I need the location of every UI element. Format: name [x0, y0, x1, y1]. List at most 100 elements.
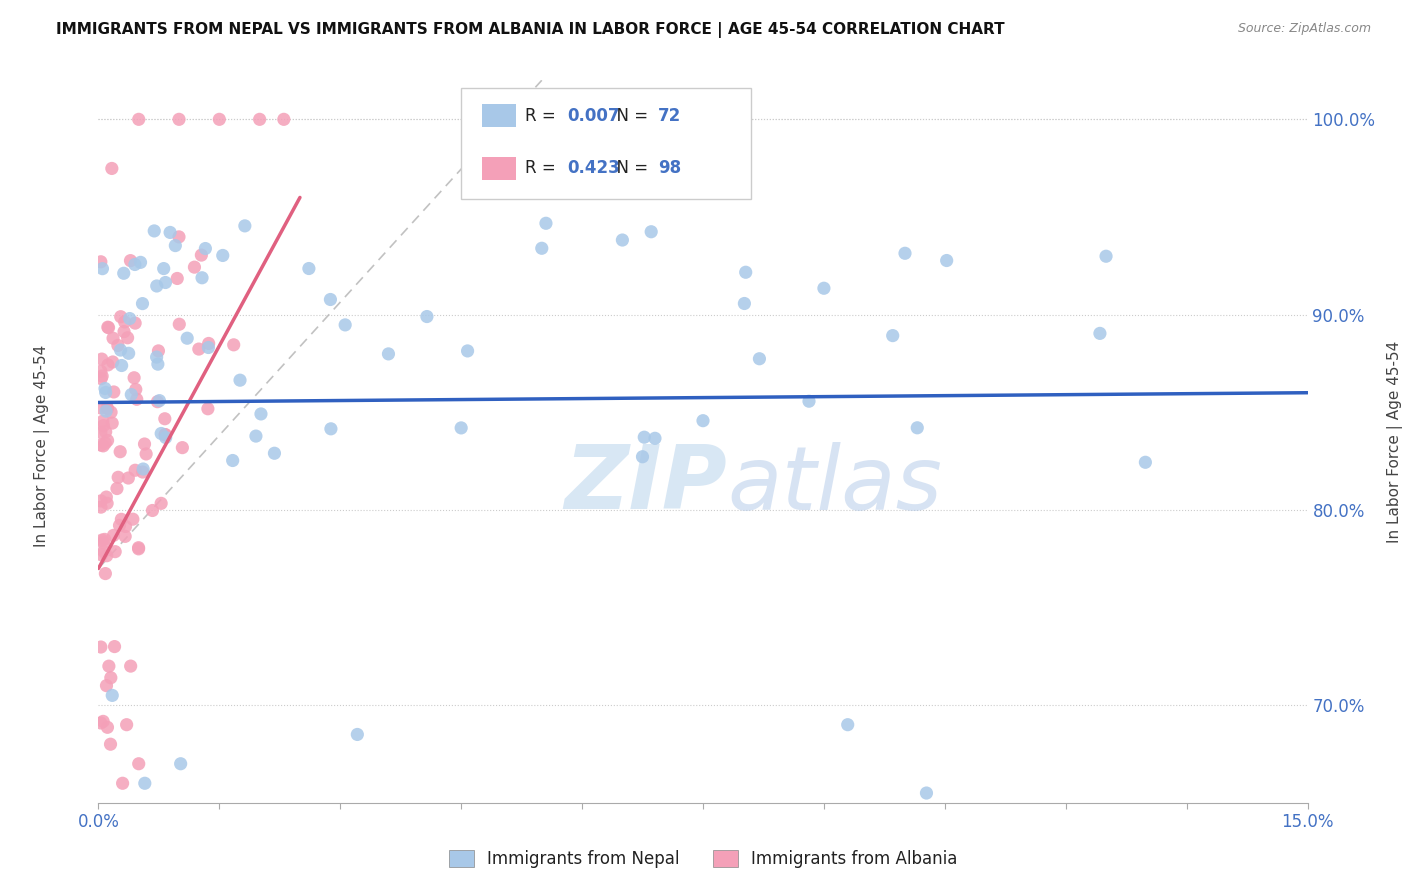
- Point: [90, 364, 112, 378]
- Text: 98: 98: [658, 160, 682, 178]
- Point: [94, 382, 117, 396]
- Point: [94, 425, 117, 439]
- Point: [222, 338, 245, 352]
- Point: [128, 541, 150, 555]
- Point: [245, 429, 267, 443]
- Point: [90, 254, 112, 268]
- Text: In Labor Force | Age 45-54: In Labor Force | Age 45-54: [34, 345, 51, 547]
- Point: [101, 161, 124, 176]
- Point: [211, 248, 233, 262]
- Point: [128, 756, 150, 771]
- Text: 0.007: 0.007: [568, 107, 620, 125]
- Point: [905, 421, 928, 435]
- Point: [165, 238, 187, 252]
- Point: [416, 310, 439, 324]
- Point: [91, 414, 114, 428]
- Point: [319, 293, 342, 307]
- Point: [450, 421, 472, 435]
- Point: [612, 233, 634, 247]
- Text: 0.423: 0.423: [568, 160, 620, 178]
- Point: [90, 640, 112, 654]
- Point: [90, 425, 112, 440]
- Point: [97, 358, 120, 372]
- Point: [120, 253, 142, 268]
- Point: [134, 437, 156, 451]
- Point: [93, 418, 115, 433]
- Point: [148, 343, 170, 358]
- Point: [118, 311, 141, 326]
- Point: [644, 431, 666, 445]
- Point: [166, 271, 188, 285]
- Point: [152, 261, 174, 276]
- Point: [101, 355, 124, 369]
- Point: [100, 737, 122, 751]
- Point: [150, 496, 173, 510]
- Point: [250, 407, 273, 421]
- Point: [117, 471, 139, 485]
- Point: [155, 427, 177, 442]
- Point: [114, 529, 136, 543]
- Point: [91, 714, 114, 729]
- Point: [107, 338, 129, 352]
- Point: [233, 219, 256, 233]
- Point: [190, 248, 212, 262]
- Point: [97, 320, 120, 334]
- Point: [183, 260, 205, 274]
- Point: [249, 112, 271, 127]
- Point: [90, 371, 112, 385]
- Point: [194, 242, 217, 256]
- Point: [115, 717, 138, 731]
- Point: [124, 463, 146, 477]
- Text: IMMIGRANTS FROM NEPAL VS IMMIGRANTS FROM ALBANIA IN LABOR FORCE | AGE 45-54 CORR: IMMIGRANTS FROM NEPAL VS IMMIGRANTS FROM…: [56, 22, 1005, 38]
- Point: [90, 494, 112, 508]
- Point: [298, 261, 321, 276]
- Point: [197, 341, 219, 355]
- Point: [91, 261, 114, 276]
- Point: [90, 438, 112, 452]
- Point: [94, 436, 117, 450]
- Point: [1135, 455, 1157, 469]
- Point: [105, 482, 128, 496]
- Point: [273, 112, 295, 127]
- Point: [111, 359, 134, 373]
- Point: [90, 548, 112, 562]
- Point: [176, 331, 198, 345]
- Text: 72: 72: [658, 107, 682, 125]
- Point: [813, 281, 835, 295]
- Point: [935, 253, 957, 268]
- Point: [101, 416, 124, 430]
- Point: [319, 422, 342, 436]
- Point: [129, 255, 152, 269]
- Point: [110, 512, 132, 526]
- Text: N =: N =: [606, 107, 654, 125]
- Point: [131, 296, 153, 310]
- Point: [100, 405, 122, 419]
- Point: [167, 112, 190, 127]
- Point: [108, 518, 131, 533]
- Point: [125, 383, 148, 397]
- Point: [631, 450, 654, 464]
- Point: [122, 370, 145, 384]
- Point: [96, 490, 118, 504]
- Point: [172, 441, 194, 455]
- Point: [110, 343, 132, 357]
- Point: [894, 246, 917, 260]
- Point: [96, 679, 118, 693]
- Point: [733, 296, 755, 310]
- Point: [155, 431, 177, 445]
- Point: [97, 320, 120, 334]
- FancyBboxPatch shape: [482, 104, 516, 128]
- Point: [90, 401, 112, 415]
- Point: [633, 430, 655, 444]
- Point: [837, 717, 859, 731]
- Point: [90, 352, 112, 367]
- Point: [91, 533, 114, 547]
- Point: [132, 462, 155, 476]
- Point: [93, 544, 115, 558]
- Point: [90, 500, 112, 515]
- Legend: Immigrants from Nepal, Immigrants from Albania: Immigrants from Nepal, Immigrants from A…: [441, 843, 965, 875]
- Point: [377, 347, 399, 361]
- Point: [197, 336, 219, 351]
- Point: [797, 394, 820, 409]
- Point: [143, 224, 166, 238]
